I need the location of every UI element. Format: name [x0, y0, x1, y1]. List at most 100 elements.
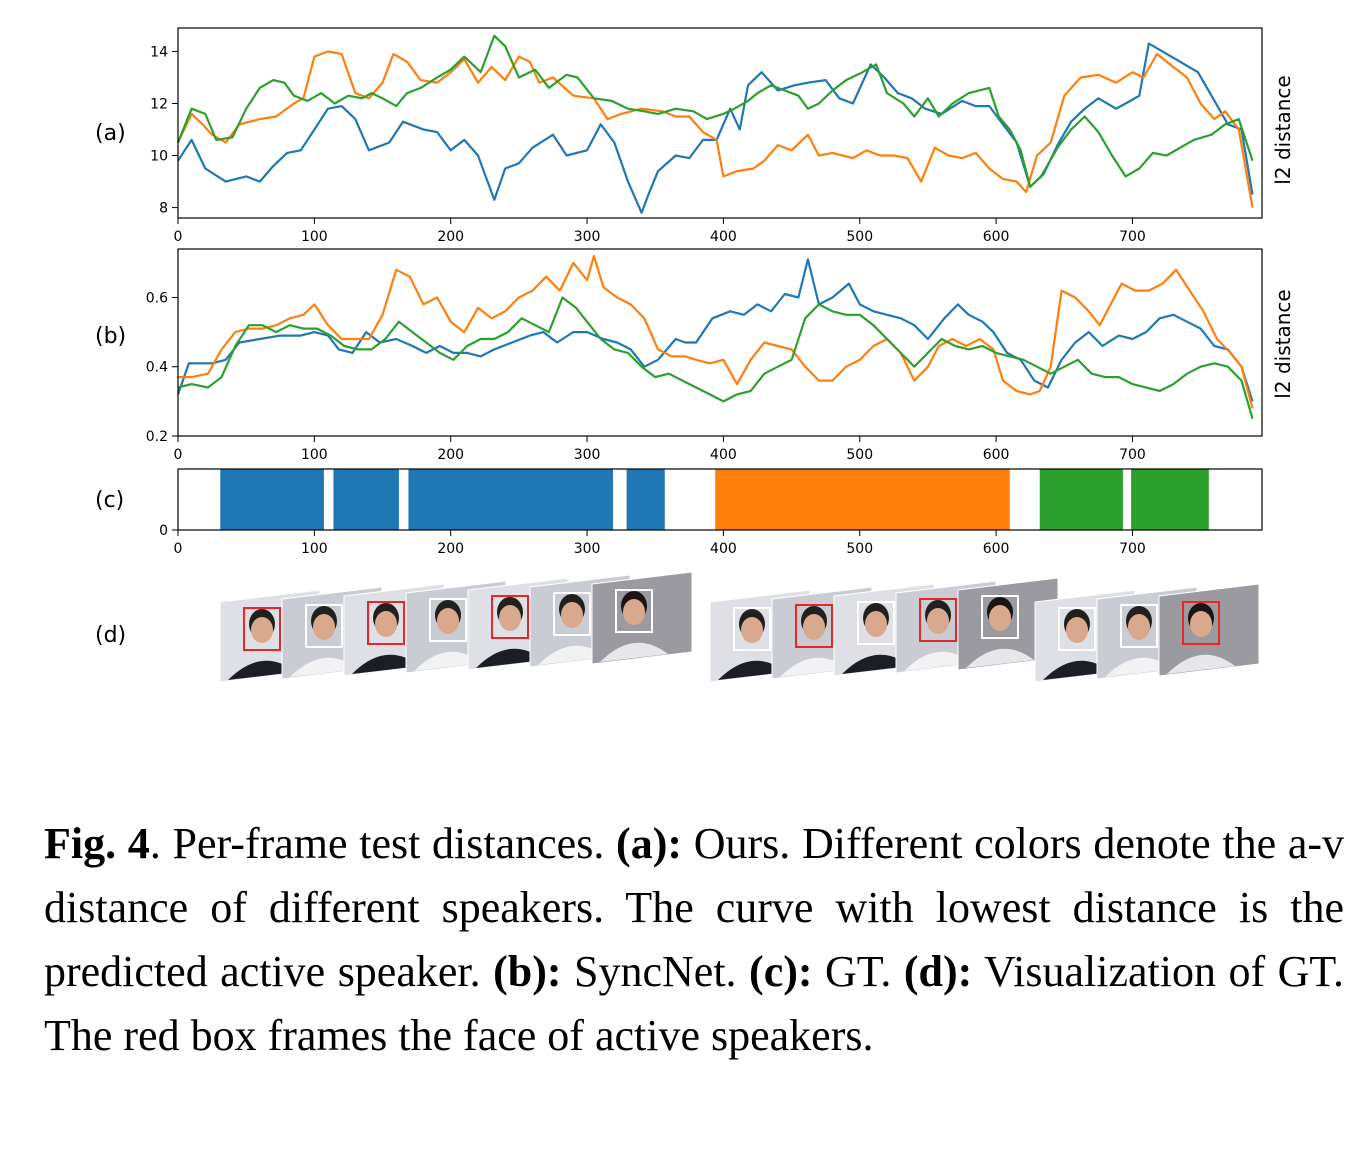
plot-c: 00 100 200 300 400 500 600 700	[159, 468, 1263, 557]
person-face	[561, 602, 583, 628]
person-body	[718, 660, 786, 680]
plot-frame	[177, 468, 1263, 531]
person-body	[780, 657, 848, 677]
person-face	[1128, 614, 1150, 640]
caption-label-a: (a):	[616, 819, 683, 868]
gt-segment-3	[408, 469, 613, 530]
person-body	[414, 651, 482, 671]
caption-text-1: . Per-frame test distances.	[149, 819, 617, 868]
person-body	[352, 654, 420, 674]
xtick-label: 100	[301, 447, 328, 463]
xtick-label: 200	[437, 447, 464, 463]
active-speaker-box	[367, 601, 405, 645]
frame-group-1	[219, 571, 693, 683]
figure: (a) (b) (c) (d) 8 10 12 14 0 100 200 300 400 500 6…	[95, 27, 1295, 683]
caption-label-c: (c):	[749, 947, 813, 996]
active-speaker-box	[491, 595, 529, 639]
ytick-label: 12	[150, 96, 168, 112]
caption-text-4: GT.	[812, 947, 904, 996]
xtick-label: 600	[983, 447, 1010, 463]
face-box	[305, 604, 343, 648]
xtick-label: 500	[846, 447, 873, 463]
ylabel-a: l2 distance	[1271, 75, 1295, 184]
plot-a: 8 10 12 14 0 100 200 300 400 500 600 700	[150, 27, 1263, 245]
ytick-label: 0.2	[146, 429, 168, 445]
xtick-label: 200	[437, 541, 464, 557]
caption-label-b: (b):	[493, 947, 562, 996]
series-line-2	[178, 254, 1254, 409]
series-line-3	[177, 296, 1254, 420]
caption-text-2: Ours. Different colors denote the a-v di…	[44, 819, 1344, 996]
caption-label-d: (d):	[903, 947, 973, 996]
person-face	[1066, 617, 1088, 643]
ytick-label: 8	[159, 201, 168, 217]
ytick-label: 0	[159, 523, 168, 539]
series-line-3	[176, 34, 1254, 188]
face-box	[615, 589, 653, 633]
video-frame-7	[591, 571, 693, 665]
face-box	[553, 592, 591, 636]
face-box	[981, 595, 1019, 639]
person-face	[989, 605, 1011, 631]
xtick-label: 500	[846, 229, 873, 245]
ytick-label: 0.6	[146, 290, 168, 306]
person-face	[1190, 611, 1212, 637]
xtick-label: 0	[174, 447, 183, 463]
panel-label-d: (d)	[95, 623, 126, 648]
face-box	[733, 607, 771, 651]
series-line-1	[177, 42, 1254, 214]
person-face	[251, 617, 273, 643]
xtick-label: 400	[710, 447, 737, 463]
xtick-label: 200	[437, 229, 464, 245]
person-body	[1167, 654, 1235, 674]
gt-segment-5	[715, 469, 1010, 530]
series-line-1	[176, 258, 1254, 402]
video-frame-12	[957, 577, 1059, 671]
frame-group-3	[1034, 583, 1260, 683]
gt-segment-2	[333, 469, 399, 530]
person-face	[865, 611, 887, 637]
face-box	[1058, 607, 1096, 651]
person-body	[966, 648, 1034, 668]
face-box	[1120, 604, 1158, 648]
plot-frame	[177, 248, 1263, 437]
xtick-label: 600	[983, 229, 1010, 245]
plot-frame	[177, 27, 1263, 219]
active-speaker-box	[795, 604, 833, 648]
person-face	[437, 608, 459, 634]
ytick-label: 14	[150, 44, 168, 60]
xtick-label: 100	[301, 541, 328, 557]
person-body	[538, 645, 606, 665]
xtick-label: 0	[174, 229, 183, 245]
person-body	[228, 660, 296, 680]
person-face	[741, 617, 763, 643]
person-face	[375, 611, 397, 637]
person-face	[927, 608, 949, 634]
caption-text-3: SyncNet.	[561, 947, 750, 996]
person-body	[600, 642, 668, 662]
person-face	[499, 605, 521, 631]
caption-text-5: Visualization of GT. The red box frames …	[44, 947, 1344, 1060]
ylabel-b: l2 distance	[1271, 289, 1295, 398]
face-box	[857, 601, 895, 645]
person-face	[623, 599, 645, 625]
gt-segment-7	[1131, 469, 1209, 530]
frame-strip	[219, 571, 1260, 683]
xtick-label: 700	[1119, 229, 1146, 245]
gt-segment-1	[220, 469, 324, 530]
active-speaker-box	[919, 598, 957, 642]
person-body	[1043, 660, 1111, 680]
active-speaker-box	[1182, 601, 1220, 645]
xtick-label: 300	[574, 229, 601, 245]
person-body	[290, 657, 358, 677]
frame-group-2	[709, 577, 1059, 683]
xtick-label: 300	[574, 447, 601, 463]
panel-label-b: (b)	[95, 324, 126, 349]
xtick-label: 400	[710, 541, 737, 557]
panel-label-c: (c)	[95, 488, 124, 513]
ytick-label: 10	[150, 149, 168, 165]
video-frame-15	[1158, 583, 1260, 677]
plot-b: 0.2 0.4 0.6 0 100 200 300 400 500 600 700	[146, 248, 1263, 463]
gt-segment-6	[1039, 469, 1123, 530]
panel-label-a: (a)	[95, 121, 126, 146]
